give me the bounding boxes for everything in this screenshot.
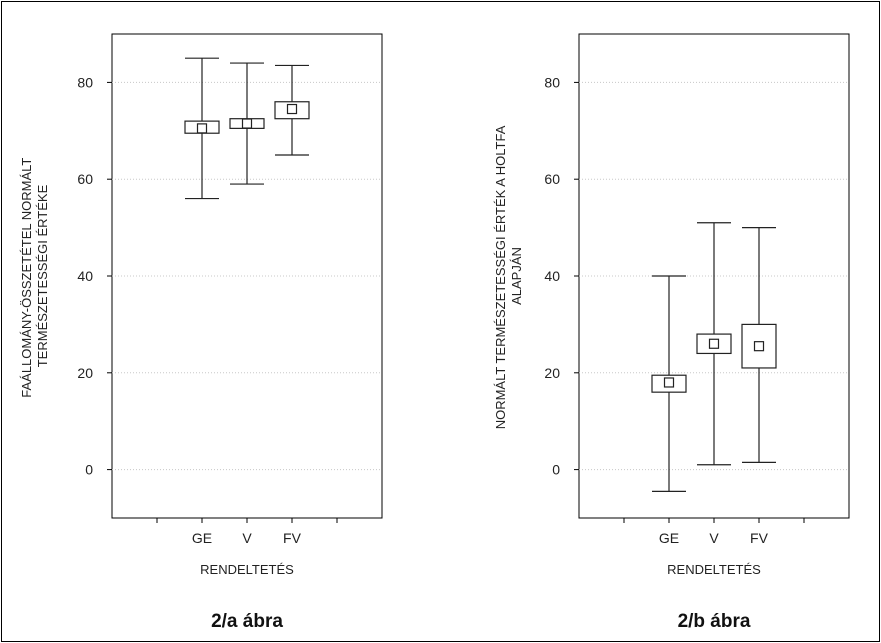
- x-tick-label: GE: [659, 530, 679, 546]
- y-tick-label: 40: [77, 268, 93, 284]
- x-axis-ticks-a: GE V FV: [156, 518, 338, 546]
- center-marker: [753, 341, 765, 352]
- y-tick-label: 20: [544, 365, 560, 381]
- y-axis-ticks-b: 0 20 40 60 80: [544, 74, 579, 478]
- x-axis-title-b: RENDELTETÉS: [667, 562, 761, 577]
- x-tick-label: FV: [283, 530, 302, 546]
- caption-b: 2/b ábra: [678, 611, 751, 632]
- box-V: [229, 62, 265, 185]
- center-marker: [196, 123, 208, 134]
- y-tick-label: 80: [77, 74, 93, 90]
- box-V: [696, 222, 732, 466]
- y-axis-title-a-line2: TERMÉSZETESSÉGI ÉRTÉKE: [35, 184, 50, 367]
- y-tick-label: 0: [85, 462, 93, 478]
- x-tick-label: GE: [192, 530, 212, 546]
- y-tick-label: 60: [544, 171, 560, 187]
- y-axis-title-a: FAÁLLOMÁNY-ÖSSZETÉTEL NORMÁLT TERMÉSZETE…: [19, 154, 50, 397]
- y-tick-label: 60: [77, 171, 93, 187]
- y-tick-label: 80: [544, 74, 560, 90]
- center-marker: [663, 377, 675, 388]
- y-axis-ticks-a: 0 20 40 60 80: [77, 74, 112, 478]
- box-GE: [651, 275, 687, 492]
- x-axis-title-a: RENDELTETÉS: [200, 562, 294, 577]
- caption-a: 2/a ábra: [211, 611, 283, 632]
- x-tick-label: V: [242, 530, 252, 546]
- box-FV: [274, 64, 310, 156]
- x-tick-label: V: [709, 530, 719, 546]
- boxes-b: [651, 222, 777, 492]
- center-marker: [708, 338, 720, 349]
- box-GE: [184, 57, 220, 200]
- y-tick-label: 0: [552, 462, 560, 478]
- boxes-a: [184, 57, 310, 200]
- center-marker: [241, 118, 253, 129]
- chart-panel-b: 0 20 40 60 80 GE V FV NORMÁLT TERMÉSZETESSÉGI …: [493, 33, 850, 632]
- y-axis-title-b-line1: NORMÁLT TERMÉSZETESSÉGI ÉRTÉK A HOLTFA: [493, 125, 508, 429]
- center-marker: [286, 103, 298, 115]
- x-axis-ticks-b: GE V FV: [623, 518, 805, 546]
- box-FV: [741, 227, 777, 463]
- y-tick-label: 40: [544, 268, 560, 284]
- y-tick-label: 20: [77, 365, 93, 381]
- chart-panel-a: 0 20 40 60 80 GE V FV FAÁLLOMÁNY-ÖSSZETÉTEL NO…: [19, 33, 383, 632]
- y-axis-title-a-line1: FAÁLLOMÁNY-ÖSSZETÉTEL NORMÁLT: [19, 158, 34, 398]
- y-axis-title-b: NORMÁLT TERMÉSZETESSÉGI ÉRTÉK A HOLTFA A…: [493, 123, 524, 430]
- x-tick-label: FV: [750, 530, 769, 546]
- y-axis-title-b-line2: ALAPJÁN: [509, 247, 524, 305]
